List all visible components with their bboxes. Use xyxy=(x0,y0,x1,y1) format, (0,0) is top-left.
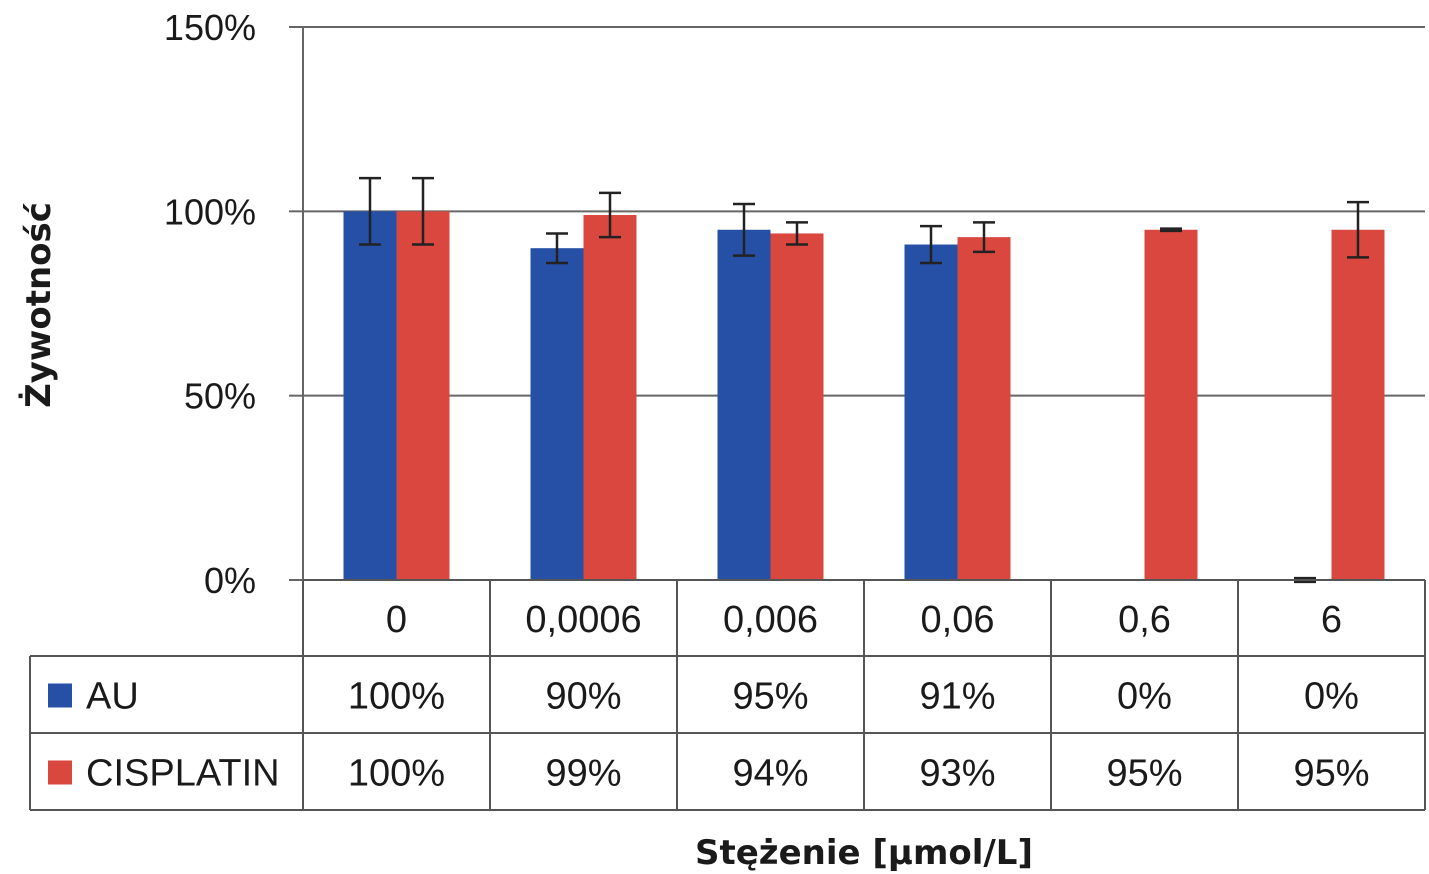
category-label: 0,6 xyxy=(1118,599,1171,641)
bars xyxy=(343,211,1385,581)
bar-au-0 xyxy=(343,211,397,581)
y-tick-label: 100% xyxy=(164,191,256,232)
y-axis-title: Żywotność xyxy=(18,202,59,408)
legend-key-cisplatin xyxy=(48,760,72,785)
legend-label-au: AU xyxy=(86,676,139,718)
data-label-au: 100% xyxy=(348,676,445,718)
data-label-cisplatin: 93% xyxy=(919,753,995,795)
data-label-au: 90% xyxy=(545,676,621,718)
bar-cisplatin-0 xyxy=(396,211,450,581)
bar-cisplatin-4 xyxy=(1144,229,1198,580)
y-tick-label: 50% xyxy=(184,376,256,417)
bar-cisplatin-5 xyxy=(1331,229,1385,580)
bar-cisplatin-2 xyxy=(770,233,824,580)
category-label: 0,0006 xyxy=(525,599,641,641)
data-label-au: 91% xyxy=(919,676,995,718)
error-bars xyxy=(359,176,1369,584)
category-label: 0,006 xyxy=(723,599,818,641)
legend-key-au xyxy=(48,683,72,708)
data-label-au: 0% xyxy=(1117,676,1172,718)
bar-cisplatin-3 xyxy=(957,237,1011,580)
data-label-cisplatin: 99% xyxy=(545,753,621,795)
data-label-au: 0% xyxy=(1304,676,1359,718)
y-tick-label: 150% xyxy=(164,7,256,48)
legend-label-cisplatin: CISPLATIN xyxy=(86,753,280,795)
category-label: 0,06 xyxy=(921,599,995,641)
bar-au-2 xyxy=(717,229,771,580)
data-label-cisplatin: 95% xyxy=(1106,753,1182,795)
data-label-au: 95% xyxy=(732,676,808,718)
data-label-cisplatin: 100% xyxy=(348,753,445,795)
category-label: 0 xyxy=(386,599,407,641)
x-axis-title: Stężenie [µmol/L] xyxy=(695,833,1033,873)
bar-au-3 xyxy=(904,244,958,580)
data-label-cisplatin: 95% xyxy=(1293,753,1369,795)
gridlines xyxy=(303,26,1425,397)
bar-au-1 xyxy=(530,248,584,580)
bar-cisplatin-1 xyxy=(583,215,637,580)
category-label: 6 xyxy=(1321,599,1342,641)
data-label-cisplatin: 94% xyxy=(732,753,808,795)
axes: 0% 50% 100% 150% xyxy=(164,7,304,601)
y-tick-label: 0% xyxy=(204,560,256,601)
data-table: 0 0,0006 0,006 0,06 0,6 6 AU 100% 90% 95% 91% 0% 0% C… xyxy=(29,579,1426,811)
